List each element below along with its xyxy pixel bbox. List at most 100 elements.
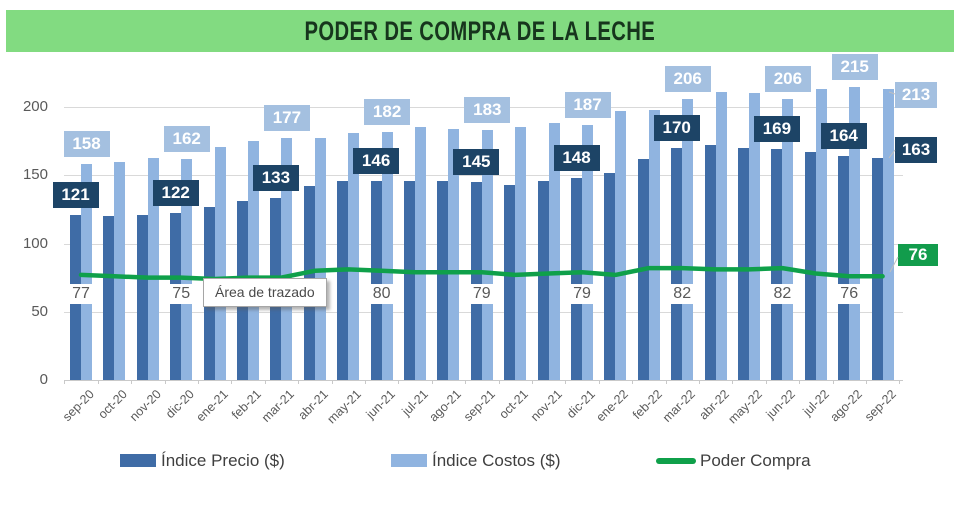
bar-indice-costos[interactable] [715, 91, 727, 380]
legend-label-indice-costos[interactable]: Índice Costos ($) [432, 451, 561, 470]
x-axis-tickmark [632, 380, 634, 384]
bar-indice-precio[interactable] [671, 147, 683, 380]
bar-indice-costos[interactable] [648, 109, 660, 380]
poder-compra-data-label: 75 [168, 284, 195, 304]
bar-indice-precio[interactable] [637, 158, 649, 380]
poder-compra-data-label: 82 [669, 284, 696, 304]
bar-indice-precio[interactable] [571, 177, 582, 380]
x-axis-tickmark [264, 380, 266, 384]
x-axis-tickmark [865, 380, 867, 384]
bar-indice-costos[interactable] [448, 128, 460, 380]
bar-indice-precio[interactable] [404, 180, 415, 380]
bar-indice-precio[interactable] [136, 214, 148, 380]
x-axis-tickmark [832, 380, 834, 384]
bar-indice-costos[interactable] [114, 161, 126, 380]
bar-indice-costos[interactable] [849, 86, 861, 380]
x-axis-line [64, 380, 903, 381]
poder-compra-data-label: 76 [836, 284, 863, 304]
x-axis-tickmark [465, 380, 467, 384]
bar-indice-costos[interactable] [749, 93, 760, 380]
bar-indice-precio[interactable] [370, 180, 382, 380]
bar-indice-costos[interactable] [481, 130, 493, 380]
chart-title: PODER DE COMPRA DE LA LECHE [304, 15, 656, 46]
x-axis-tickmark [398, 380, 400, 384]
bar-indice-precio[interactable] [337, 180, 349, 380]
legend-label-poder-compra[interactable]: Poder Compra [700, 451, 811, 470]
bar-indice-costos[interactable] [214, 146, 226, 380]
precio-data-label: 122 [152, 180, 199, 207]
x-axis-tickmark [732, 380, 734, 384]
costos-data-label: 206 [764, 65, 811, 92]
bar-indice-costos[interactable] [515, 127, 527, 380]
poder-compra-data-label: 82 [769, 284, 796, 304]
bar-indice-costos[interactable] [548, 123, 560, 380]
bar-indice-costos[interactable] [582, 124, 593, 380]
bar-indice-precio[interactable] [470, 182, 482, 380]
bar-indice-precio[interactable] [103, 216, 115, 380]
bar-indice-precio[interactable] [871, 157, 883, 380]
x-axis-tickmark [899, 380, 901, 384]
y-axis-tick-label: 50 [31, 302, 48, 320]
y-axis-tick-label: 150 [22, 166, 48, 184]
legend-swatch-indice-precio[interactable] [120, 454, 156, 467]
x-axis-tickmark [331, 380, 333, 384]
x-axis-tickmark [665, 380, 667, 384]
y-axis-tick-label: 100 [22, 234, 48, 252]
x-axis-tickmark [364, 380, 366, 384]
bar-indice-costos[interactable] [615, 111, 627, 380]
precio-data-label: 148 [553, 144, 600, 171]
costos-data-label: 182 [364, 98, 411, 125]
bar-indice-costos[interactable] [281, 138, 293, 380]
precio-data-label: 133 [252, 165, 299, 192]
legend-swatch-poder-compra[interactable] [656, 458, 696, 464]
precio-data-label: 145 [453, 149, 500, 176]
bar-indice-costos[interactable] [682, 98, 694, 380]
x-axis-tickmark [131, 380, 133, 384]
bar-indice-precio[interactable] [771, 149, 783, 380]
x-axis-tickmark [231, 380, 233, 384]
chart-title-band: PODER DE COMPRA DE LA LECHE [6, 10, 954, 52]
bar-indice-precio[interactable] [704, 145, 716, 380]
bar-indice-precio[interactable] [604, 172, 616, 380]
x-axis-tickmark [64, 380, 66, 384]
costos-data-label: 206 [664, 65, 711, 92]
plot-area-tooltip: Área de trazado [203, 278, 327, 307]
bar-indice-precio[interactable] [838, 156, 850, 380]
x-axis-tickmark [765, 380, 767, 384]
poder-compra-data-label: 79 [569, 284, 595, 304]
bar-indice-precio[interactable] [738, 147, 749, 380]
bar-indice-costos[interactable] [815, 89, 827, 380]
legend-label-indice-precio[interactable]: Índice Precio ($) [161, 451, 285, 470]
costos-data-label: 215 [831, 53, 878, 80]
costos-data-label-right: 213 [895, 82, 937, 108]
precio-data-label: 146 [353, 147, 400, 174]
bar-indice-costos[interactable] [348, 132, 360, 380]
bar-indice-costos[interactable] [381, 131, 393, 380]
bar-indice-costos[interactable] [882, 89, 894, 380]
x-axis-tickmark [164, 380, 166, 384]
costos-data-label: 177 [263, 105, 310, 132]
x-axis-tickmark [698, 380, 700, 384]
poder-compra-data-label: 80 [368, 284, 395, 304]
bar-indice-costos[interactable] [782, 98, 794, 380]
costos-data-label: 162 [163, 125, 210, 152]
y-axis-tick-label: 200 [22, 98, 48, 115]
bar-indice-costos[interactable] [248, 141, 259, 380]
costos-data-label: 183 [464, 97, 511, 124]
precio-data-label: 169 [753, 116, 800, 143]
bar-indice-costos[interactable] [415, 127, 426, 380]
bar-indice-precio[interactable] [504, 184, 516, 380]
precio-data-label-right: 163 [895, 137, 937, 163]
bar-indice-precio[interactable] [437, 180, 449, 380]
bar-indice-precio[interactable] [537, 180, 549, 380]
legend-swatch-indice-costos[interactable] [391, 454, 427, 467]
precio-data-label: 170 [653, 114, 700, 141]
poder-compra-data-label: 77 [68, 284, 94, 304]
precio-data-label: 164 [820, 123, 867, 150]
x-axis-tickmark [598, 380, 600, 384]
bar-indice-precio[interactable] [804, 152, 816, 380]
bar-indice-costos[interactable] [314, 138, 326, 380]
costos-data-label: 158 [63, 131, 110, 158]
precio-data-label: 121 [52, 181, 99, 208]
